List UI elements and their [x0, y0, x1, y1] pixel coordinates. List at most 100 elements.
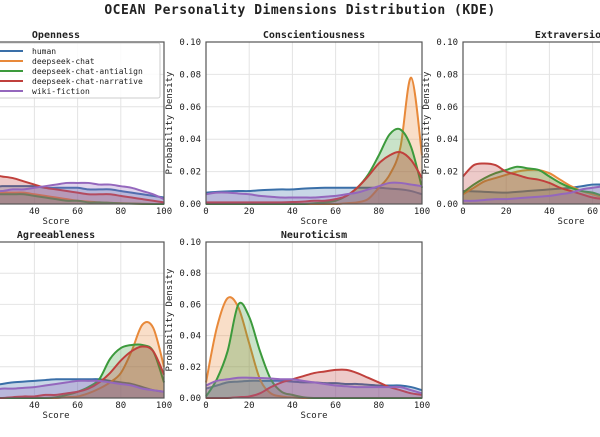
- x-tick-label: 40: [29, 401, 40, 411]
- x-tick-label: 60: [72, 207, 83, 217]
- kde-fill-human: [0, 186, 164, 204]
- x-tick-label: 100: [156, 401, 172, 411]
- y-axis-label: Probability Density: [422, 71, 432, 175]
- x-axis-label: Score: [42, 411, 69, 421]
- x-tick-label: 0: [203, 207, 208, 217]
- kde-line-deepseek-chat-narrative: [0, 175, 165, 204]
- x-axis-label: Score: [557, 217, 584, 227]
- kde-fill-deepseek-chat-narrative: [206, 151, 422, 204]
- x-tick-label: 60: [330, 401, 341, 411]
- x-tick-label: 60: [72, 401, 83, 411]
- kde-fill-deepseek-chat-antialign: [206, 128, 422, 204]
- legend-box: [0, 42, 161, 99]
- y-tick-label: 0.10: [436, 38, 458, 48]
- x-tick-label: 100: [414, 401, 430, 411]
- kde-line-human: [0, 185, 165, 199]
- kde-line-deepseek-chat-antialign: [462, 165, 600, 196]
- kde-fill-wiki-fiction: [206, 182, 422, 204]
- kde-fill-wiki-fiction: [206, 377, 422, 398]
- kde-fill-deepseek-chat: [0, 322, 164, 398]
- x-tick-label: 0: [203, 401, 208, 411]
- x-tick-label: 100: [414, 207, 430, 217]
- kde-line-human: [0, 378, 165, 393]
- plot-area: [0, 242, 164, 398]
- x-axis-label: Score: [300, 411, 327, 421]
- y-tick-label: 0.00: [179, 394, 201, 404]
- kde-line-deepseek-chat-narrative: [206, 368, 423, 399]
- y-tick-label: 0.02: [179, 363, 201, 373]
- plot-frame: [0, 41, 165, 205]
- x-tick-label: 80: [373, 401, 384, 411]
- panel-extraversion: 0204060801000.000.020.040.060.080.10Extr…: [422, 29, 600, 227]
- y-tick-label: 0.06: [436, 103, 458, 113]
- kde-line-wiki-fiction: [205, 181, 423, 199]
- y-axis-label: Probability Density: [165, 71, 175, 175]
- panel-title: Conscientiousness: [263, 29, 365, 41]
- x-tick-label: 80: [115, 207, 126, 217]
- y-tick-label: 0.02: [179, 168, 201, 178]
- x-tick-label: 60: [330, 207, 341, 217]
- x-tick-label: 60: [587, 207, 598, 217]
- kde-line-wiki-fiction: [0, 379, 165, 393]
- y-tick-label: 0.00: [436, 200, 458, 210]
- x-tick-label: 100: [156, 207, 172, 217]
- kde-fill-deepseek-chat: [206, 297, 422, 398]
- legend-entry: wiki-fiction: [32, 87, 90, 96]
- x-tick-label: 20: [244, 401, 255, 411]
- kde-fill-deepseek-chat-antialign: [0, 194, 164, 204]
- y-tick-label: 0.00: [179, 200, 201, 210]
- x-axis-label: Score: [42, 217, 69, 227]
- kde-line-wiki-fiction: [0, 181, 165, 201]
- kde-line-deepseek-chat: [462, 168, 600, 198]
- x-tick-label: 40: [544, 207, 555, 217]
- y-axis-label: Probability Density: [165, 268, 175, 372]
- y-tick-label: 0.08: [436, 70, 458, 80]
- y-tick-label: 0.04: [436, 135, 458, 145]
- x-tick-label: 20: [501, 207, 512, 217]
- x-tick-label: 80: [115, 401, 126, 411]
- kde-line-deepseek-chat-antialign: [0, 343, 165, 399]
- y-tick-label: 0.08: [179, 70, 201, 80]
- figure-title: OCEAN Personality Dimensions Distributio…: [104, 3, 495, 18]
- y-tick-label: 0.08: [179, 269, 201, 279]
- kde-fill-wiki-fiction: [0, 182, 164, 204]
- kde-line-deepseek-chat-narrative: [205, 150, 423, 204]
- plot-frame: [462, 41, 600, 205]
- x-tick-label: 40: [287, 401, 298, 411]
- legend-entry: deepseek-chat: [32, 57, 95, 66]
- legend: humandeepseek-chatdeepseek-chat-antialig…: [0, 42, 161, 99]
- y-tick-label: 0.04: [179, 332, 201, 342]
- panel-title: Extraversion: [535, 29, 600, 41]
- panel-neuroticism: 0 20 40 60 80 100 0.00 0.02 0.04 0.06 0.08 0.10 Neur…: [165, 229, 430, 421]
- panels: 0 20 40 60 80 100 0.00 0.02 0.04 0.06 0.08 0.10 Open…: [0, 29, 600, 421]
- panel-title: Openness: [32, 30, 80, 41]
- plot-frame: [0, 241, 165, 399]
- x-tick-label: 40: [29, 207, 40, 217]
- kde-line-wiki-fiction: [462, 185, 600, 202]
- kde-fill-deepseek-chat: [206, 77, 422, 204]
- plot-frame: [205, 241, 423, 399]
- x-axis-label: Score: [300, 217, 327, 227]
- legend-entry: deepseek-chat-narrative: [32, 77, 143, 86]
- kde-line-deepseek-chat-narrative: [462, 162, 600, 200]
- panel-conscientiousness: 0 20 40 60 80 100 0.00 0.02 0.04 0.06 0.08 0.10 Cons…: [165, 29, 430, 227]
- legend-entry: deepseek-chat-antialign: [32, 67, 143, 76]
- x-tick-label: 0: [460, 207, 465, 217]
- y-tick-label: 0.06: [179, 103, 201, 113]
- x-tick-label: 80: [373, 207, 384, 217]
- panel-title: Neuroticism: [281, 229, 347, 241]
- panel-title: Agreeableness: [17, 230, 95, 241]
- kde-line-human: [205, 186, 423, 196]
- legend-entry: human: [32, 47, 56, 56]
- plot-frame: [205, 41, 423, 205]
- plot-area: [206, 42, 422, 204]
- kde-line-deepseek-chat-narrative: [0, 345, 165, 399]
- x-tick-label: 20: [244, 207, 255, 217]
- y-tick-label: 0.06: [179, 300, 201, 310]
- panel-agreeableness: 0204060801000.000.020.040.060.080.10Agre…: [0, 230, 172, 421]
- x-tick-label: 40: [287, 207, 298, 217]
- kde-fill-deepseek-chat-narrative: [206, 369, 422, 398]
- y-tick-label: 0.10: [179, 238, 201, 248]
- kde-fill-deepseek-chat-antialign: [206, 302, 422, 398]
- kde-line-wiki-fiction: [205, 376, 423, 395]
